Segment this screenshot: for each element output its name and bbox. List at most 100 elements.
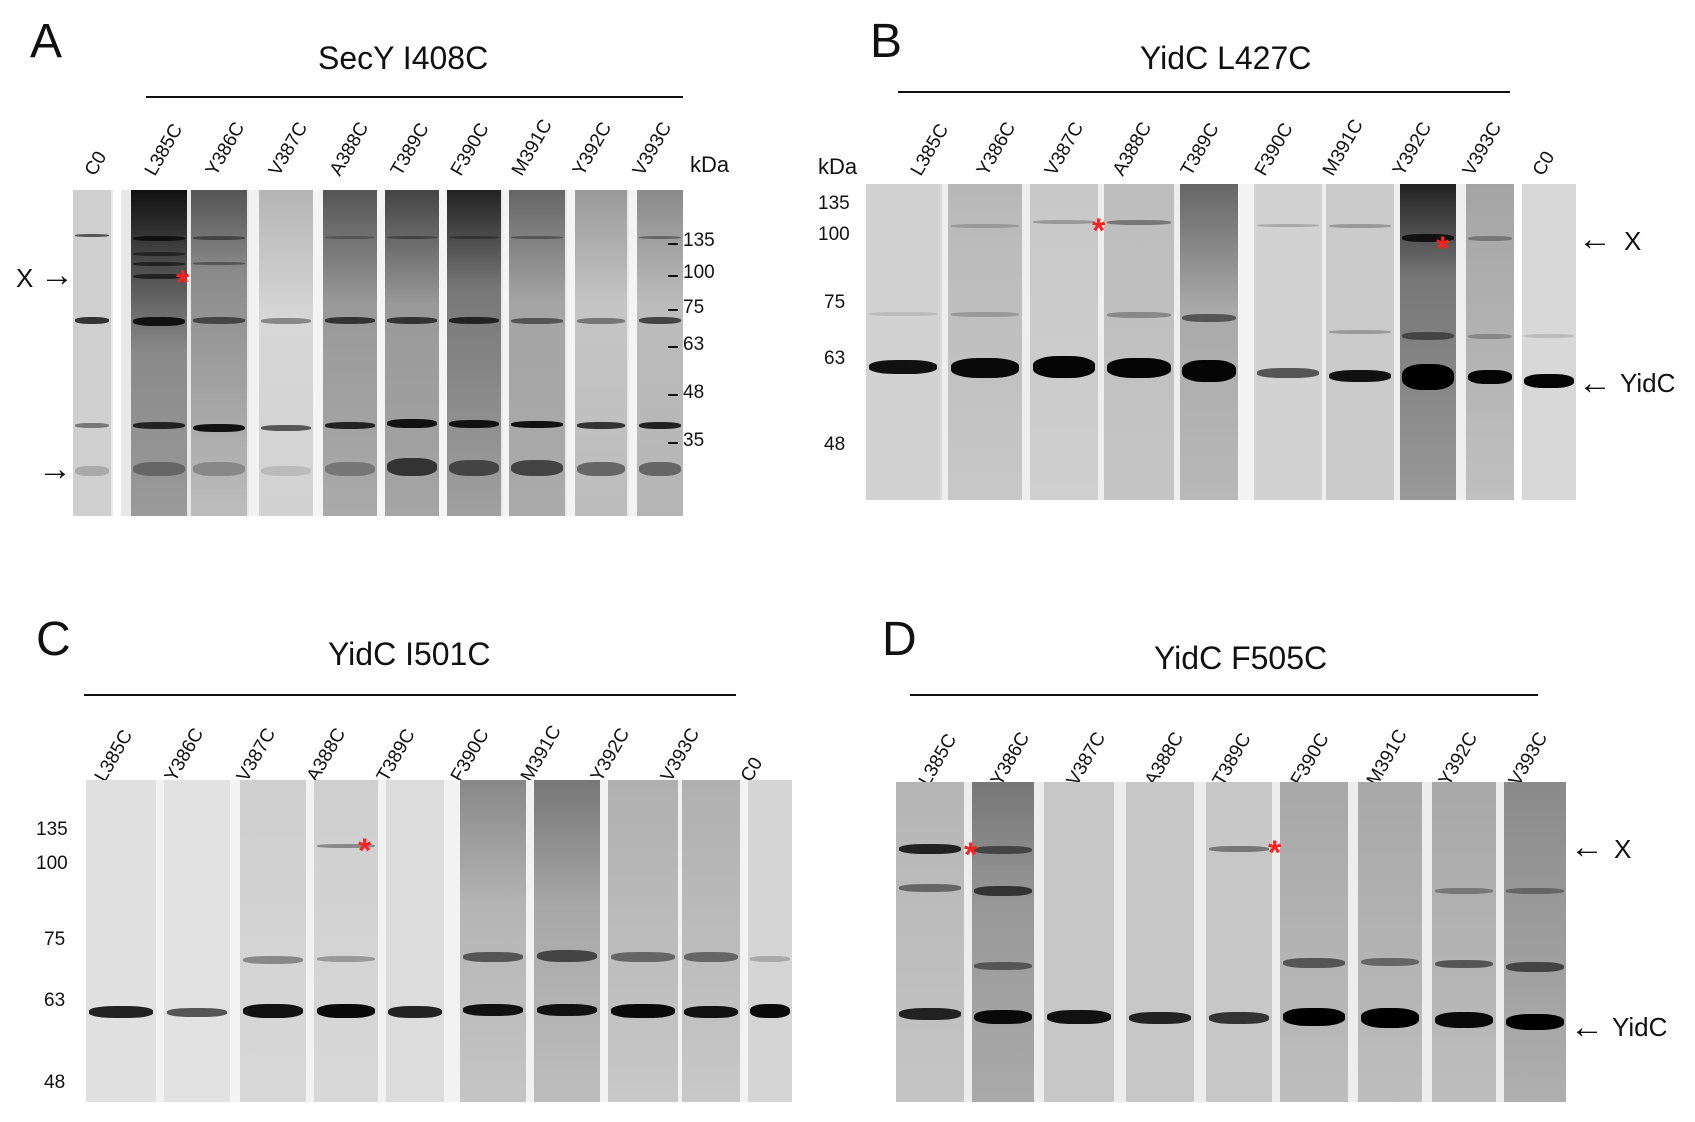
lane-label: L385C (906, 120, 954, 180)
lane-label: V393C (1504, 728, 1553, 790)
gel-lane (1504, 782, 1566, 1102)
lane-label: Y392C (1434, 728, 1483, 790)
panel-d-title: YidC F505C (1154, 640, 1328, 676)
lane-label: C0 (1528, 147, 1560, 180)
mw-marker-75: 75 (824, 292, 846, 313)
gel-lane (240, 780, 306, 1102)
gel-lane (948, 184, 1022, 500)
gel-lane (1044, 782, 1114, 1102)
gel-lane (1326, 184, 1394, 500)
gel-lane (534, 780, 600, 1102)
gel-lane (896, 782, 964, 1102)
gel-lane (748, 780, 792, 1102)
gel-image-d (896, 782, 1566, 1102)
yidc-band-label: YidC (1612, 1012, 1668, 1042)
mw-marker-100: 100 (818, 224, 850, 245)
lane-label: T389C (372, 725, 420, 786)
lane-label: Y386C (160, 724, 209, 786)
gel-lane (447, 190, 501, 516)
gel-lane (259, 190, 313, 516)
gel-lane (386, 780, 444, 1102)
mw-marker-100: 100 (36, 853, 68, 874)
gel-lane (1206, 782, 1272, 1102)
mw-marker-48: 48 (824, 434, 846, 455)
lane-label: T389C (1208, 729, 1256, 790)
kda-label: kDa (818, 154, 858, 179)
kda-label: kDa (690, 152, 730, 177)
lane-label: V393C (1458, 118, 1507, 180)
arrow-left-icon: ← (1578, 364, 1612, 402)
panel-letter-d: D (882, 613, 917, 666)
lane-label: T389C (1176, 119, 1224, 180)
gel-lane (1030, 184, 1098, 500)
mw-marker-100: 100 (683, 262, 715, 283)
lane-label: Y386C (201, 118, 250, 180)
gel-lane (460, 780, 526, 1102)
panel-a-title: SecY I408C (318, 40, 489, 76)
gel-lane (972, 782, 1034, 1102)
crosslink-asterisk: * (1436, 230, 1450, 268)
lane-label: L385C (140, 120, 188, 180)
lane-label: V387C (232, 724, 281, 786)
mw-marker-135: 135 (683, 230, 715, 251)
lane-label: F390C (446, 119, 494, 180)
arrow-right-icon: → (40, 256, 74, 294)
crosslink-asterisk: * (358, 832, 372, 870)
gel-lane (575, 190, 627, 516)
mw-marker-135: 135 (36, 819, 68, 840)
gel-lane (314, 780, 378, 1102)
panel-letter-c: C (36, 613, 71, 666)
gel-lane (637, 190, 683, 516)
gel-lane (131, 190, 187, 516)
lane-label: M391C (516, 721, 566, 786)
gel-lane (1358, 782, 1422, 1102)
lane-label: C0 (80, 147, 112, 180)
x-band-label: X (1624, 226, 1642, 256)
x-band-label: X (1614, 834, 1632, 864)
mw-marker-35: 35 (683, 430, 705, 451)
arrow-left-icon: ← (1570, 828, 1604, 866)
gel-lane (191, 190, 247, 516)
mw-marker-63: 63 (824, 348, 846, 369)
crosslink-asterisk: * (1268, 834, 1282, 872)
crosslink-asterisk: * (176, 264, 190, 302)
panel-a-title-rule (146, 96, 683, 98)
lane-label: Y392C (1388, 118, 1437, 180)
panel-c-title-rule (84, 694, 736, 696)
lane-label: M391C (507, 115, 557, 180)
lane-label: M391C (1318, 115, 1368, 180)
gel-lane (682, 780, 740, 1102)
gel-lane (509, 190, 565, 516)
arrow-left-icon: ← (1570, 1008, 1604, 1046)
panel-letter-a: A (30, 15, 63, 68)
gel-lane (73, 190, 111, 516)
lane-label: V387C (1040, 118, 1089, 180)
arrow-right-icon: → (38, 450, 72, 488)
gel-lane (866, 184, 940, 500)
gel-lane (323, 190, 377, 516)
gel-lane (1104, 184, 1174, 500)
arrow-left-icon: ← (1578, 220, 1612, 258)
lane-label: Y386C (972, 118, 1021, 180)
yidc-band-label: YidC (1620, 368, 1676, 398)
lane-label: V393C (656, 724, 705, 786)
gel-lane (1432, 782, 1496, 1102)
lane-label: A388C (1108, 118, 1157, 180)
lane-label: V387C (1062, 728, 1111, 790)
lane-label: F390C (1286, 729, 1334, 790)
lane-label: Y386C (986, 728, 1035, 790)
lane-label: A388C (302, 724, 351, 786)
gel-lane (385, 190, 439, 516)
gel-lane (1466, 184, 1514, 500)
gel-lane (164, 780, 230, 1102)
gel-lane (1254, 184, 1322, 500)
mw-marker-48: 48 (44, 1072, 66, 1093)
gel-image-b (866, 184, 1514, 500)
panel-letter-b: B (870, 15, 903, 68)
panel-d-title-rule (910, 694, 1538, 696)
x-band-label: X (16, 263, 34, 293)
lane-label: V393C (628, 118, 677, 180)
gel-lane (608, 780, 678, 1102)
lane-label: T389C (386, 119, 434, 180)
mw-marker-135: 135 (818, 193, 850, 214)
